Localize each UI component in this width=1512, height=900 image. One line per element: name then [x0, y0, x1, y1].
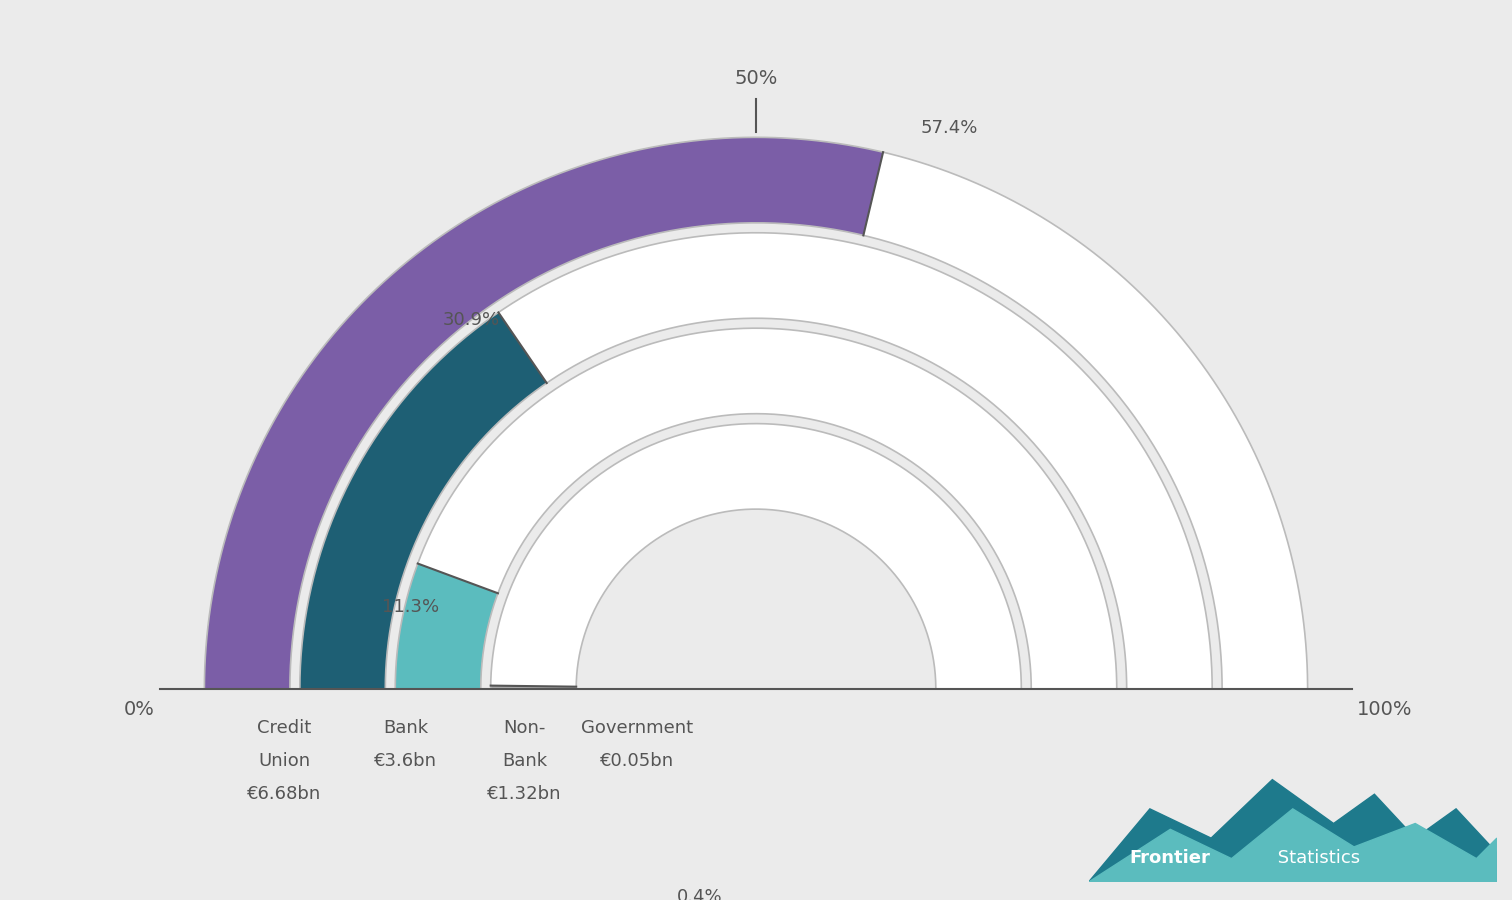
Text: 11.3%: 11.3% — [383, 598, 438, 616]
Text: Bank: Bank — [502, 752, 547, 770]
Polygon shape — [417, 328, 1117, 688]
Text: 100%: 100% — [1358, 700, 1412, 719]
Text: 0%: 0% — [124, 700, 154, 719]
Polygon shape — [863, 152, 1308, 688]
Text: Frontier: Frontier — [1129, 850, 1210, 868]
Text: €3.6bn: €3.6bn — [375, 752, 437, 770]
Text: Non-: Non- — [503, 719, 546, 737]
Polygon shape — [1089, 809, 1497, 882]
Text: 50%: 50% — [735, 68, 777, 87]
Polygon shape — [491, 424, 1021, 688]
Text: Government: Government — [581, 719, 694, 737]
Text: €1.32bn: €1.32bn — [487, 786, 561, 804]
Text: €0.05bn: €0.05bn — [600, 752, 674, 770]
Text: 57.4%: 57.4% — [921, 119, 978, 137]
Text: Statistics: Statistics — [1272, 850, 1361, 868]
Polygon shape — [395, 563, 497, 688]
Polygon shape — [204, 138, 883, 688]
Text: Bank: Bank — [383, 719, 428, 737]
Polygon shape — [499, 233, 1213, 688]
Polygon shape — [491, 686, 576, 688]
Text: 0.4%: 0.4% — [677, 888, 723, 900]
Text: €6.68bn: €6.68bn — [248, 786, 322, 804]
Text: 30.9%: 30.9% — [443, 311, 500, 329]
Text: Credit: Credit — [257, 719, 311, 737]
Polygon shape — [299, 312, 547, 688]
Text: Union: Union — [259, 752, 310, 770]
Polygon shape — [1089, 779, 1497, 882]
